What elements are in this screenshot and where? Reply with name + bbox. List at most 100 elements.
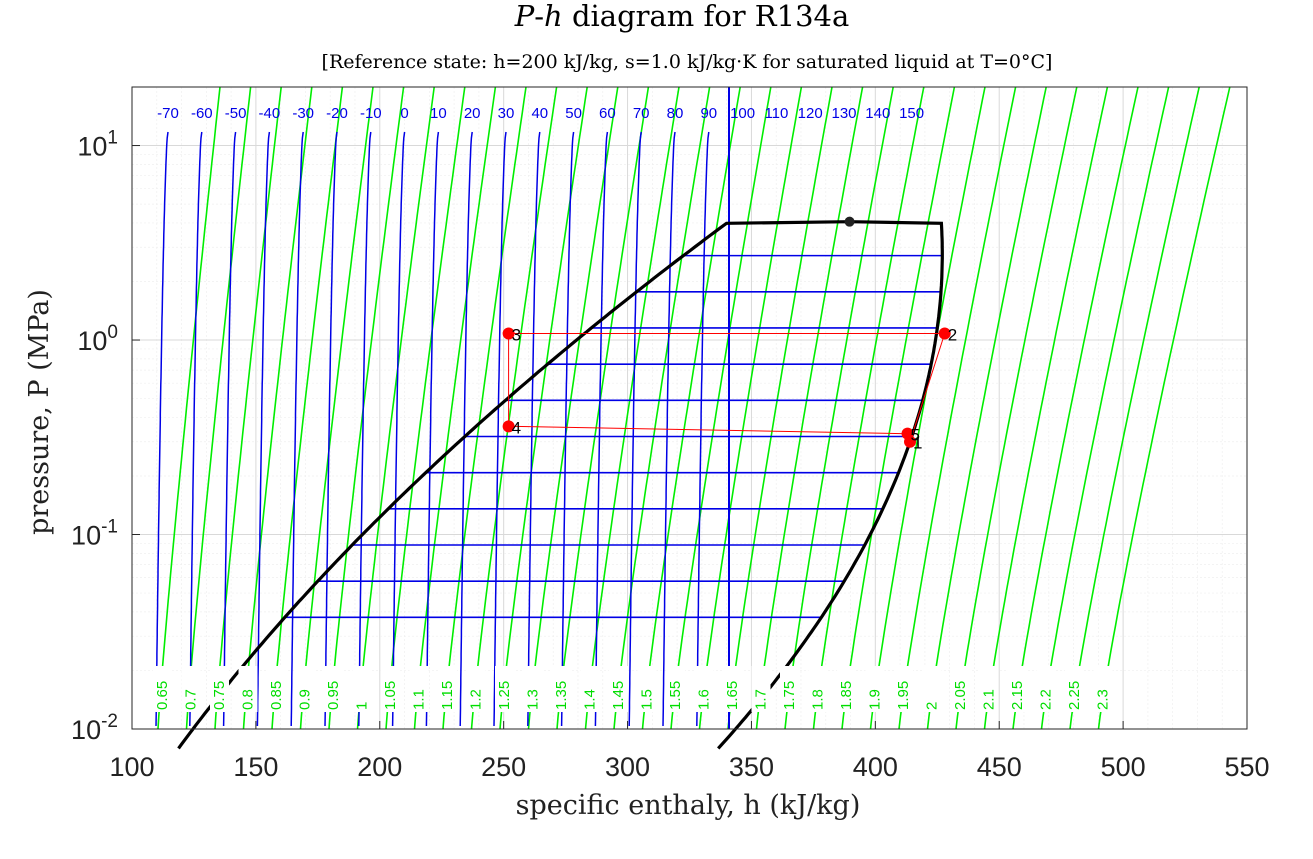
- isentrope-line: [755, 86, 864, 730]
- isentrope-line: [727, 86, 833, 730]
- isentrope-label: 0.75: [211, 681, 228, 710]
- isentrope-line: [1012, 86, 1139, 730]
- isotherm-label: 80: [667, 105, 684, 122]
- isotherm-line: [256, 131, 271, 727]
- cycle-state-label: 1: [913, 434, 922, 453]
- isentrope-label-bg: [1065, 666, 1084, 712]
- isentrope-line: [670, 86, 772, 730]
- isentrope-label-bg: [495, 666, 514, 712]
- isotherm-label: 20: [464, 105, 481, 122]
- x-tick-label: 350: [729, 752, 774, 782]
- isentrope-label-bg: [1008, 666, 1027, 712]
- isentrope-line: [841, 86, 956, 730]
- isotherm-labels: -70 -60 -50 -40 -30 -20 -10 0 10 20 30 40 50 60 70 80 90…: [157, 105, 924, 122]
- isentrope-line: [185, 86, 252, 730]
- isentrope-label: 2.1: [981, 689, 998, 710]
- isentrope-label-bg: [751, 666, 771, 712]
- isentrope-label-bg: [723, 666, 742, 712]
- isotherm-label: -20: [326, 105, 348, 122]
- isentrope-label-bg: [666, 666, 685, 712]
- isentrope-label: 2: [924, 702, 941, 710]
- isentrope-line: [413, 86, 497, 730]
- cycle-state-label: 2: [948, 326, 957, 345]
- cycle-state-point: [938, 327, 951, 340]
- isotherm-line: [493, 131, 507, 727]
- isentrope-line: [812, 86, 925, 730]
- isentrope-label: 0.7: [183, 689, 200, 710]
- isotherm-label: 110: [764, 105, 788, 122]
- y-axis-label: pressure, P (MPa): [24, 289, 55, 535]
- isotherm-label: 120: [798, 105, 823, 122]
- isotherm-line: [155, 131, 169, 727]
- isotherm-line: [290, 131, 304, 727]
- isotherm-line: [594, 131, 609, 727]
- isentrope-line: [955, 86, 1078, 730]
- isentrope-label-bg: [979, 666, 999, 712]
- x-tick-label: 300: [605, 752, 650, 782]
- isentrope-label: 1.6: [696, 689, 713, 710]
- y-axis-ticks: 10-2 10-1 100 101: [71, 128, 140, 745]
- isentrope-label-bg: [609, 666, 628, 712]
- isotherm-label: 70: [633, 105, 650, 122]
- cycle-state-label: 4: [512, 418, 521, 437]
- isotherm-label: -30: [292, 105, 314, 122]
- isentrope-label: 1.4: [582, 689, 599, 710]
- x-tick-label: 400: [853, 752, 898, 782]
- isentrope-label-bg: [352, 666, 372, 712]
- isentrope-label: 1.5: [639, 689, 656, 710]
- x-tick-label: 500: [1101, 752, 1146, 782]
- isentrope-label: 1.95: [895, 681, 912, 710]
- isentrope-label-bg: [324, 666, 343, 712]
- isotherm-line: [222, 131, 237, 727]
- isentrope-line: [641, 86, 741, 730]
- isentrope-label-bg: [837, 666, 856, 712]
- isotherm-line: [425, 131, 440, 727]
- x-tick-label: 150: [233, 752, 278, 782]
- isotherm-label: 150: [899, 105, 924, 122]
- isentrope-line: [499, 86, 588, 730]
- x-tick-label: 250: [481, 752, 526, 782]
- isotherm-line: [696, 131, 710, 727]
- isentrope-line: [926, 86, 1047, 730]
- isentrope-label-bg: [381, 666, 400, 712]
- isentrope-label-bg: [1093, 666, 1113, 712]
- isentrope-label-bg: [552, 666, 571, 712]
- y-tick-label: 10-2: [71, 711, 118, 745]
- isentrope-label-bg: [267, 666, 286, 712]
- isentrope-label-bg: [210, 666, 229, 712]
- cycle-state-label: 5: [911, 426, 920, 445]
- isotherm-line: [459, 131, 473, 727]
- isentrope-label-bg: [409, 666, 429, 712]
- isentrope-label-bg: [694, 666, 714, 712]
- isentrope-line: [869, 86, 986, 730]
- isentrope-label-bg: [637, 666, 657, 712]
- x-tick-label: 200: [357, 752, 402, 782]
- isentrope-label: 2.15: [1009, 681, 1026, 710]
- isentrope-label: 1.05: [382, 681, 399, 710]
- isentrope-label-bg: [580, 666, 600, 712]
- isentrope-label: 1.9: [867, 689, 884, 710]
- isotherm-label: 50: [565, 105, 582, 122]
- x-tick-label: 100: [109, 752, 154, 782]
- cycle-state-point: [502, 327, 515, 340]
- chart-title: P-h diagram for R134a: [514, 0, 850, 33]
- chart-subtitle: [Reference state: h=200 kJ/kg, s=1.0 kJ/…: [322, 51, 1053, 73]
- isentrope-label: 0.95: [325, 681, 342, 710]
- isentrope-label-bg: [951, 666, 970, 712]
- x-tick-label: 550: [1224, 752, 1269, 782]
- isotherm-label: -60: [191, 105, 213, 122]
- isotherm-label: 100: [730, 105, 755, 122]
- isentrope-line: [214, 86, 282, 730]
- isentrope-label: 1.35: [553, 681, 570, 710]
- isentrope-label-bg: [922, 666, 942, 712]
- x-axis-ticks: 100 150 200 250 300 350 400 450 500 550: [109, 721, 1270, 782]
- isentrope-line: [784, 86, 894, 730]
- isentrope-label: 1.1: [411, 689, 428, 710]
- y-tick-label: 10-1: [71, 517, 118, 551]
- isentrope-line: [470, 86, 558, 730]
- isotherm-label: -70: [157, 105, 179, 122]
- isotherm-label: 10: [430, 105, 447, 122]
- isentrope-label: 2.25: [1066, 681, 1083, 710]
- isentrope-line: [983, 86, 1109, 730]
